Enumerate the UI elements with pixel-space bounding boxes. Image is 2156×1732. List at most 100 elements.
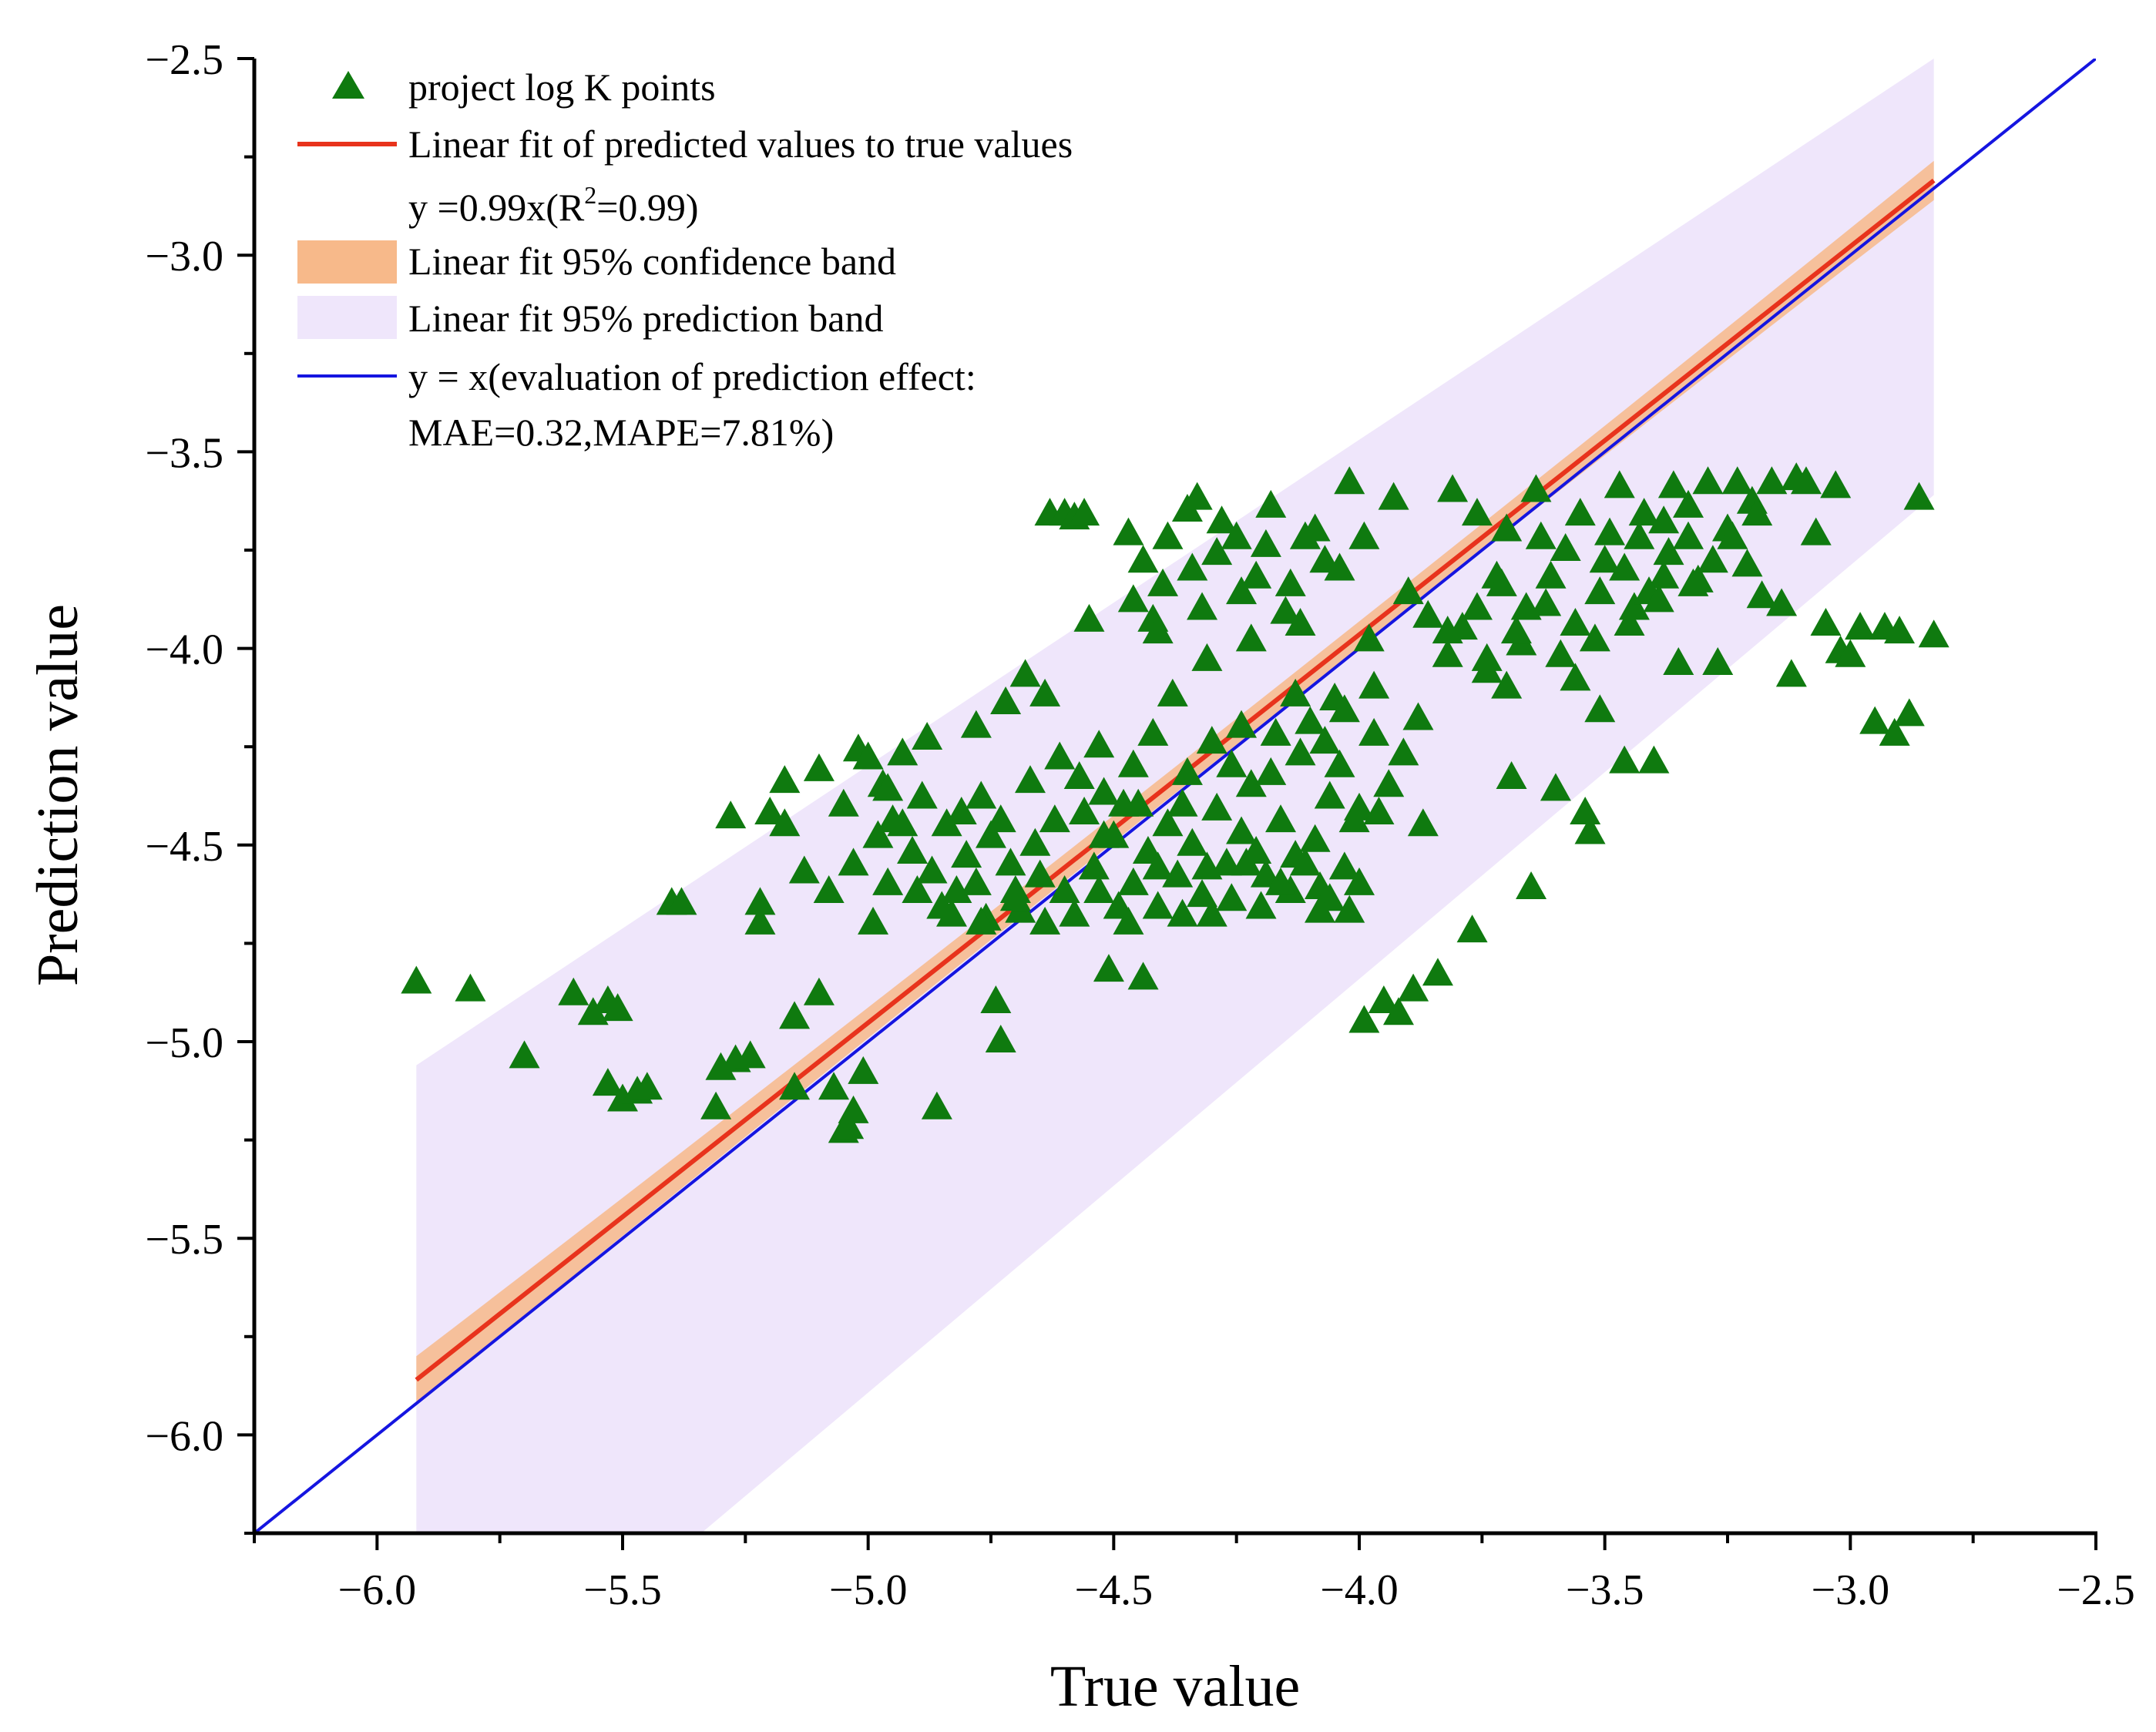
- data-point: [1324, 552, 1355, 581]
- y-tick-label: −5.0: [145, 1019, 223, 1067]
- data-point: [1216, 749, 1248, 777]
- data-point: [1584, 576, 1616, 605]
- data-point: [1083, 875, 1115, 904]
- data-point: [1235, 769, 1267, 797]
- data-point: [995, 848, 1026, 876]
- data-point: [838, 1095, 869, 1123]
- data-point: [1162, 859, 1194, 888]
- data-point: [1604, 470, 1635, 498]
- data-point: [754, 796, 786, 824]
- data-point: [1211, 848, 1242, 876]
- data-point: [705, 1052, 737, 1080]
- data-point: [1717, 521, 1748, 549]
- data-point: [1171, 757, 1203, 785]
- data-point: [1491, 513, 1523, 542]
- data-point: [1167, 898, 1198, 927]
- data-point: [1407, 808, 1439, 837]
- data-point: [1653, 537, 1684, 566]
- data-point: [1594, 517, 1626, 545]
- data-point: [1746, 580, 1778, 609]
- data-point: [833, 1111, 865, 1140]
- data-point: [1491, 670, 1523, 699]
- data-point: [1845, 612, 1876, 640]
- data-point: [455, 973, 486, 1002]
- data-point: [965, 906, 997, 935]
- data-point: [1353, 623, 1385, 652]
- data-point: [803, 977, 835, 1005]
- data-point: [1177, 552, 1208, 581]
- data-point: [1328, 851, 1360, 880]
- identity-line: [254, 59, 2096, 1533]
- data-point: [1535, 560, 1567, 589]
- data-point: [1117, 749, 1149, 777]
- data-point: [1461, 498, 1493, 526]
- x-tick-label: −5.5: [583, 1566, 662, 1614]
- x-tick-label: −6.0: [338, 1566, 417, 1614]
- data-point: [1525, 521, 1557, 549]
- data-point: [1063, 761, 1095, 790]
- data-point: [1157, 678, 1188, 707]
- data-point: [916, 855, 948, 884]
- data-point: [1879, 717, 1910, 746]
- x-tick-label: −3.5: [1566, 1566, 1644, 1614]
- y-tick-label: −6.0: [145, 1412, 223, 1460]
- data-point: [1117, 584, 1149, 613]
- data-point: [1324, 749, 1355, 777]
- x-tick-label: −3.0: [1812, 1566, 1890, 1614]
- data-point: [1560, 663, 1591, 691]
- y-ticks: −2.5 −3.0 −3.5 −4.0 −4.5 −5.0 −5.5 −6.0: [145, 36, 254, 1535]
- data-point: [1245, 891, 1277, 919]
- data-point: [577, 997, 609, 1025]
- data-point: [1299, 824, 1331, 852]
- data-point: [926, 891, 958, 919]
- data-point: [715, 801, 747, 829]
- data-point: [509, 1040, 540, 1069]
- data-point: [1810, 607, 1842, 636]
- data-point: [1648, 505, 1680, 534]
- data-point: [1614, 607, 1645, 636]
- data-point: [1432, 616, 1463, 644]
- data-point: [985, 1025, 1016, 1052]
- x-tick-label: −5.0: [829, 1566, 908, 1614]
- data-point: [1196, 898, 1227, 927]
- data-point: [1648, 560, 1680, 589]
- x-tick-label: −2.5: [2057, 1566, 2135, 1614]
- data-point: [1147, 568, 1179, 596]
- data-point: [1270, 596, 1301, 624]
- data-point: [945, 796, 977, 824]
- data-point: [1570, 796, 1601, 824]
- data-point: [1226, 710, 1258, 738]
- legend-points-marker: [332, 71, 364, 99]
- data-point: [1039, 804, 1070, 833]
- data-point: [602, 993, 633, 1022]
- data-point: [1560, 607, 1591, 636]
- data-point: [1152, 521, 1184, 549]
- data-point: [1756, 466, 1788, 495]
- data-point: [1314, 780, 1345, 809]
- data-point: [1289, 848, 1321, 876]
- y-tick-label: −3.0: [145, 233, 223, 280]
- legend-confidence-swatch: [297, 240, 397, 284]
- data-point: [1628, 498, 1660, 526]
- data-point: [779, 1072, 811, 1100]
- data-point: [1609, 745, 1641, 774]
- data-point: [1579, 623, 1610, 652]
- data-point: [1437, 474, 1469, 502]
- data-point: [1893, 698, 1925, 727]
- data-point: [897, 836, 929, 864]
- data-point: [838, 848, 869, 876]
- data-point: [1344, 867, 1375, 895]
- data-point: [1235, 623, 1267, 652]
- data-point: [1392, 576, 1424, 605]
- data-point: [1142, 616, 1174, 644]
- x-tick-label: −4.5: [1075, 1566, 1154, 1614]
- data-point: [1520, 474, 1552, 502]
- data-point: [980, 985, 1012, 1013]
- y-tick-label: −4.0: [145, 626, 223, 674]
- data-point: [1113, 906, 1144, 935]
- data-point: [1903, 482, 1935, 510]
- y-axis-title: Prediction value: [25, 604, 90, 986]
- data-point: [1402, 702, 1434, 730]
- data-point: [1187, 879, 1218, 908]
- data-point: [813, 875, 845, 904]
